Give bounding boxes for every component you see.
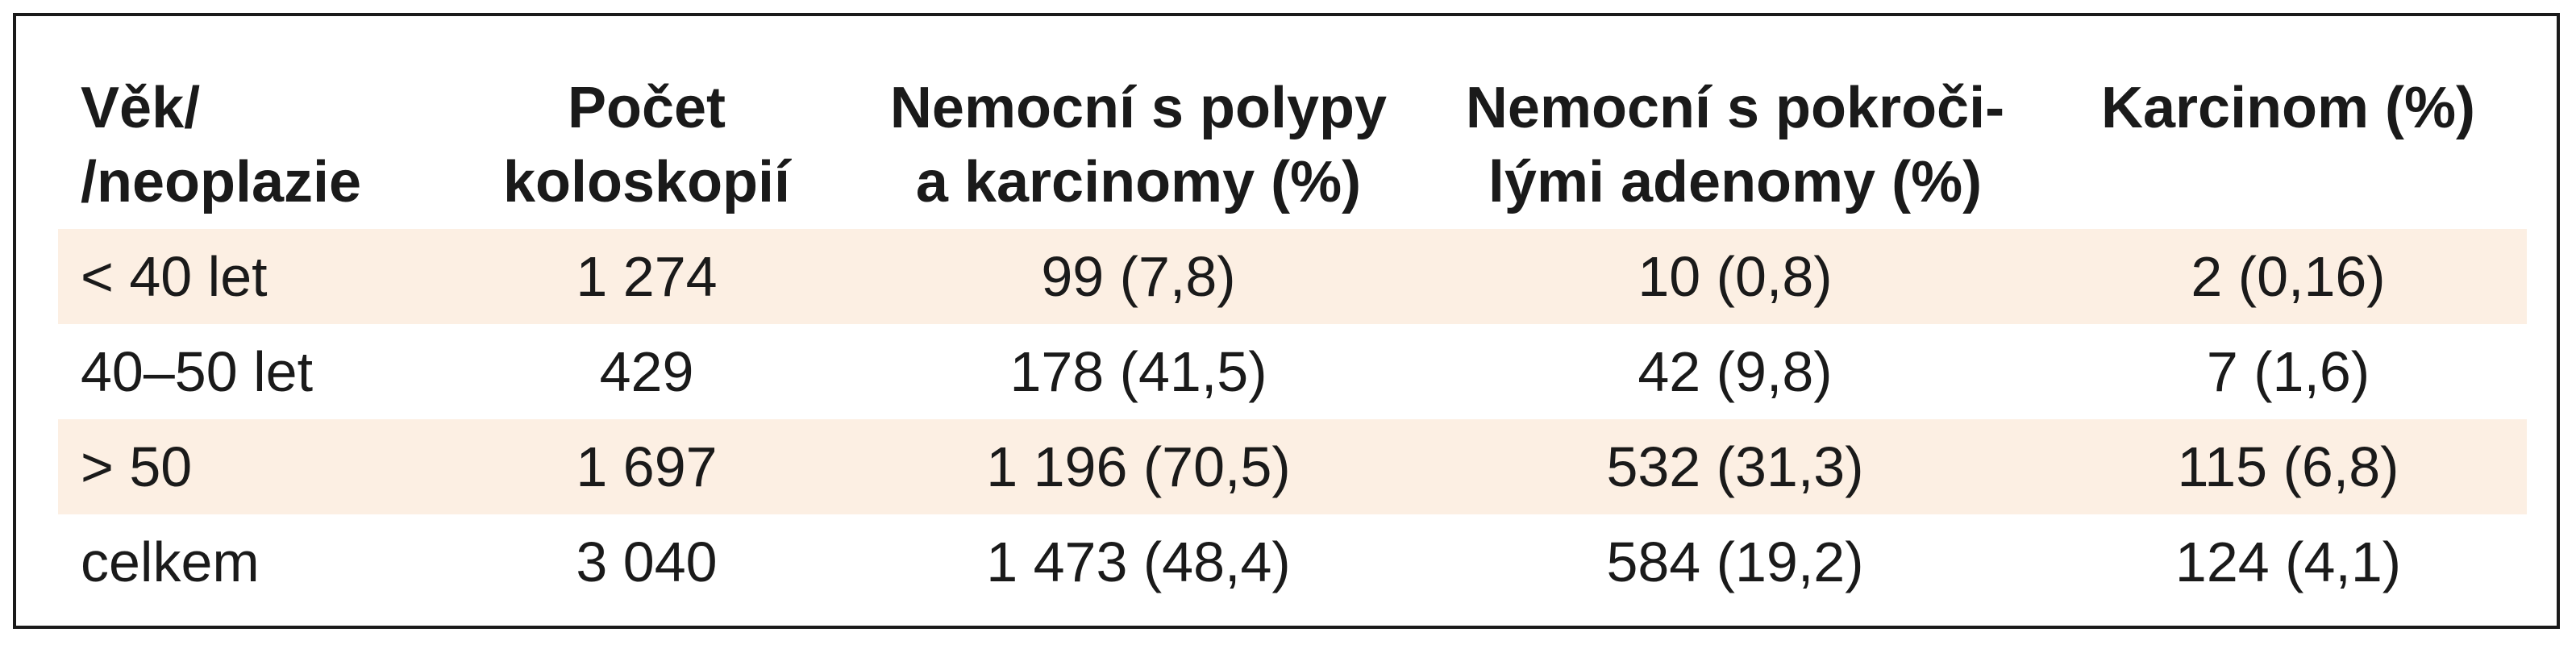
cell-polyps: 1 196 (70,5) [856,419,1421,514]
cell-adenomas: 10 (0,8) [1421,229,2050,324]
cell-age: celkem [81,531,260,593]
header-carcinoma: Karcinom (%) [2050,71,2527,229]
cell-polyps: 99 (7,8) [856,229,1421,324]
table-frame: Věk/ /neoplazie Počet koloskopií Nemocní… [13,13,2560,629]
header-adenomas-line-1: Nemocní s pokroči- [1465,76,2005,140]
cell-polyps: 178 (41,5) [1009,340,1267,403]
header-polyps: Nemocní s polypy a karcinomy (%) [856,71,1421,229]
header-colonoscopies-line-2: koloskopií [502,150,791,214]
cell-polyps: 1 473 (48,4) [986,531,1291,593]
header-colonoscopies: Počet koloskopií [437,71,856,229]
table-row: < 40 let 1 274 99 (7,8) 10 (0,8) 2 (0,16… [58,229,2527,324]
cell-adenomas: 42 (9,8) [1638,340,1833,403]
header-adenomas-line-2: lými adenomy (%) [1488,150,1983,214]
cell-carcinoma: 124 (4,1) [2174,531,2402,593]
cell-colonoscopies: 429 [599,340,694,403]
header-colonoscopies-line-1: Počet [567,76,726,140]
header-polyps-line-2: a karcinomy (%) [915,150,1362,214]
cell-colonoscopies: 1 697 [437,419,856,514]
header-carcinoma-line-1: Karcinom (%) [2100,76,2476,140]
cell-age: < 40 let [58,229,437,324]
header-age-line-1: Věk/ [81,76,201,140]
cell-carcinoma: 7 (1,6) [2206,340,2370,403]
cell-adenomas: 532 (31,3) [1421,419,2050,514]
header-age-line-2: /neoplazie [81,150,362,214]
cell-colonoscopies: 3 040 [576,531,718,593]
header-row: Věk/ /neoplazie Počet koloskopií Nemocní… [58,71,2527,229]
cell-carcinoma: 115 (6,8) [2050,419,2527,514]
cell-colonoscopies: 1 274 [437,229,856,324]
header-polyps-line-1: Nemocní s polypy [889,76,1388,140]
cell-age: 40–50 let [81,340,314,403]
table-row: > 50 1 697 1 196 (70,5) 532 (31,3) 115 (… [58,419,2527,514]
cell-carcinoma: 2 (0,16) [2050,229,2527,324]
table-row: celkem 3 040 1 473 (48,4) 584 (19,2) 124… [58,514,2527,610]
table-row: 40–50 let 429 178 (41,5) 42 (9,8) 7 (1,6… [58,324,2527,419]
data-table: Věk/ /neoplazie Počet koloskopií Nemocní… [58,71,2527,610]
cell-age: > 50 [58,419,437,514]
header-age: Věk/ /neoplazie [58,71,437,229]
cell-adenomas: 584 (19,2) [1606,531,1864,593]
header-adenomas: Nemocní s pokroči- lými adenomy (%) [1421,71,2050,229]
